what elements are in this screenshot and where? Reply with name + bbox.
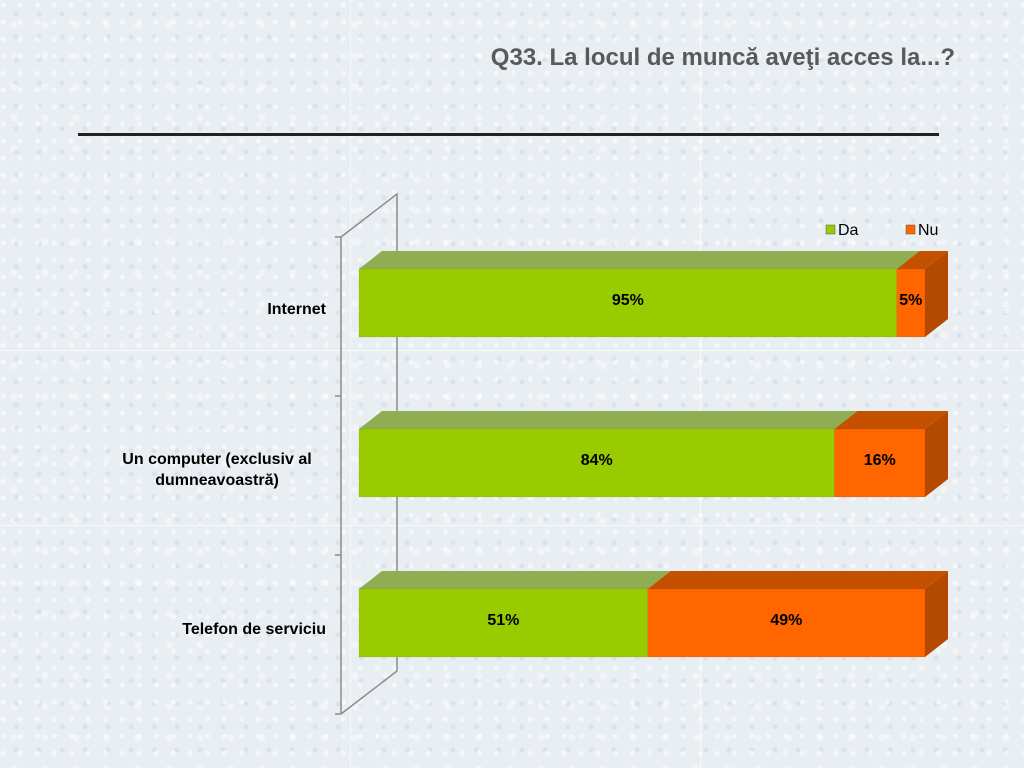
chart-bars: 95% 5% Internet 84% 16% Un computer (exclusiv… (122, 251, 948, 658)
data-label: 16% (864, 452, 896, 469)
bar-front-face (358, 428, 835, 498)
category-label: dumneavoastră) (155, 472, 279, 489)
bar-front-face (834, 428, 926, 498)
bar-segment-da: 95% (358, 251, 920, 338)
bar-top-face (359, 571, 671, 589)
legend-item-da: Da (825, 222, 859, 239)
bar-side-face (925, 411, 948, 497)
legend-label: Nu (918, 222, 938, 239)
bar-row: 84% 16% Un computer (exclusiv al dumneavoas… (122, 411, 948, 498)
data-label: 51% (487, 612, 519, 629)
bar-row: 95% 5% Internet (267, 251, 948, 338)
bar-front-face (647, 588, 926, 658)
bar-side-face (925, 571, 948, 657)
legend-item-nu: Nu (905, 222, 938, 239)
background-grid-line (350, 0, 351, 768)
bar-front-face (896, 268, 926, 338)
background-grid-line (0, 525, 1024, 526)
background-grid-line (700, 0, 701, 768)
bar-top-face (359, 411, 858, 429)
data-label: 95% (612, 292, 644, 309)
category-label: Internet (267, 301, 326, 318)
bar-top-face (896, 251, 948, 269)
category-label: Telefon de serviciu (182, 621, 326, 638)
category-label: Un computer (exclusiv al (122, 451, 311, 468)
bar-segment-da: 51% (358, 571, 671, 658)
background-grid-line (0, 350, 1024, 351)
data-label: 5% (899, 292, 922, 309)
legend-swatch (825, 224, 836, 235)
bar-row: 51% 49% Telefon de serviciu (182, 571, 948, 658)
data-label: 49% (770, 612, 802, 629)
bar-top-face (647, 571, 948, 589)
bar-segment-nu: 16% (834, 411, 948, 498)
bar-segment-nu: 49% (647, 571, 948, 658)
bar-segment-da: 84% (358, 411, 858, 498)
bar-front-face (358, 588, 648, 658)
bar-top-face (359, 251, 920, 269)
data-label: 84% (581, 452, 613, 469)
chart-legend: Da Nu (825, 222, 938, 239)
bar-top-face (834, 411, 948, 429)
title-rule (78, 133, 939, 136)
bar-side-face (925, 251, 948, 337)
legend-swatch (905, 224, 916, 235)
bar-segment-nu: 5% (896, 251, 948, 338)
slide-title: Q33. La locul de muncă aveţi acces la...… (490, 44, 955, 71)
bar-front-face (358, 268, 897, 338)
legend-label: Da (838, 222, 859, 239)
